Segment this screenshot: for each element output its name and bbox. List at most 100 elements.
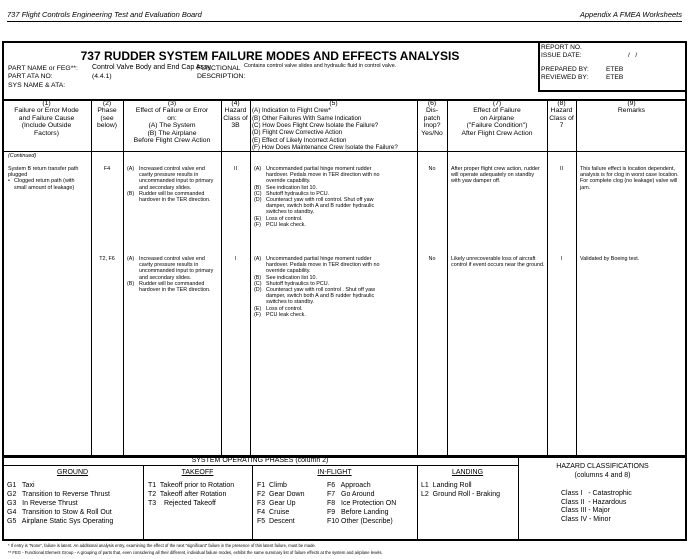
- inflight-list-a: F1 Climb F2 Gear Down F3 Gear Up F4 Cruise F…: [257, 481, 304, 526]
- column-header-line: on Airplane: [479, 114, 514, 122]
- failure-mode-cell: System B return transfer path plugged • Cl…: [8, 166, 88, 191]
- failure-mode: System B return transfer path plugged: [8, 166, 79, 179]
- hazard-class-7: I: [560, 256, 563, 262]
- item-text: Shutoff hydraulics to PCU.: [266, 190, 330, 197]
- column-number: (9): [627, 100, 636, 107]
- dispatch-value: No: [428, 256, 436, 262]
- column-header-line: (D) Flight Crew Corrective Action: [252, 129, 343, 137]
- item-text: Rudder will be commanded hardover in the…: [139, 280, 211, 294]
- phase-item: F8 Ice Protection ON: [327, 500, 397, 507]
- list-item: (B) See indication list 10.: [254, 185, 394, 191]
- list-item: (F) PCU leak check.: [254, 312, 394, 318]
- phases-frame: [2, 456, 687, 541]
- header-row-top: [2, 99, 687, 101]
- phase-item: F2 Gear Down: [257, 491, 305, 498]
- column-divider: [447, 99, 448, 457]
- issue-date-value: / /: [628, 52, 638, 59]
- header-row-bottom: [2, 151, 687, 152]
- list-item: (C) Shutoff hydraulics to PCU.: [254, 191, 394, 197]
- column-header-line: Class of: [223, 114, 248, 122]
- column-number: (8): [557, 100, 566, 107]
- column-header-4: (4) Hazard Class of 3B: [221, 100, 250, 130]
- item-letter: (A): [127, 166, 135, 172]
- column-header-line: Class of: [549, 114, 574, 122]
- report-box-divider: [538, 41, 540, 91]
- takeoff-divider: [143, 465, 144, 541]
- continued-label: (Continued): [8, 153, 37, 159]
- item-text: Counteract yaw with roll control. Shut o…: [266, 197, 375, 216]
- column-header-line: 7: [559, 122, 564, 130]
- item-text: Uncommanded partial hinge moment rudder …: [266, 166, 380, 185]
- phase-item: G4 Transition to Stow & Roll Out: [7, 509, 112, 516]
- report-box-bottom: [538, 90, 687, 92]
- document-header-left: 737 Flight Controls Engineering Test and…: [7, 10, 202, 19]
- item-text: PCU leak check.: [266, 221, 306, 228]
- issue-date-label: ISSUE DATE:: [541, 52, 582, 59]
- report-no-label: REPORT NO.: [541, 44, 582, 51]
- item-text: Loss of control.: [266, 305, 303, 312]
- item-text: Loss of control.: [266, 215, 303, 222]
- item-text: Uncommanded partial hinge moment rudder …: [266, 256, 380, 275]
- column-divider: [417, 99, 418, 457]
- column-header-line: (E) Effect of Likely Incorrect Action: [252, 136, 347, 144]
- column-header-1: (1) Failure or Error Mode and Failure Caus…: [2, 100, 91, 137]
- item-letter: (A): [254, 256, 262, 262]
- effect-of-failure-cell: (A) Increased control valve end cavity pr…: [127, 256, 219, 293]
- failure-cause-item: • Clogged return path (with small amount …: [8, 178, 88, 190]
- list-item: (B) Rudder will be commanded hardover in …: [127, 281, 219, 293]
- list-item: (A) Increased control valve end cavity pr…: [127, 256, 219, 281]
- item-letter: (D): [254, 197, 262, 204]
- column-divider: [547, 99, 548, 457]
- column-header-3: (3) Effect of Failure or Error on: (A) The …: [123, 100, 221, 144]
- column-header-2: (2) Phase (see below): [91, 100, 123, 130]
- item-letter: (C): [254, 280, 262, 287]
- effect-of-failure-cell: (A) Increased control valve end cavity pr…: [127, 166, 219, 203]
- phase-item: G3 In Reverse Thrust: [7, 500, 78, 507]
- item-text: PCU leak check.: [266, 311, 306, 318]
- inflight-list-b: F6 Approach F7 Go Around F8 Ice Protection…: [327, 481, 396, 526]
- column-header-line: After Flight Crew Action: [461, 129, 533, 137]
- item-letter: (C): [254, 190, 262, 197]
- hazard-class-item: Class I - Catastrophic: [561, 490, 632, 497]
- column-header-5: (5) (A) Indication to Flight Crew* (B) Oth…: [250, 100, 417, 151]
- phase-item: F4 Cruise: [257, 509, 290, 516]
- item-letter: (B): [127, 280, 135, 287]
- column-header-line: Phase: [97, 107, 117, 115]
- column-header-line: and Failure Cause: [18, 114, 75, 122]
- column-header-line: Yes/No: [421, 129, 443, 137]
- hazard-class-item: Class II - Hazardous: [561, 498, 627, 506]
- column-header-line: Effect of Failure: [473, 107, 521, 115]
- column-number: (4): [231, 100, 240, 107]
- list-item: (D) Counteract yaw with roll control . Sh…: [254, 287, 394, 306]
- ground-list: G1 Taxi G2 Transition to Reverse Thrust G3…: [7, 481, 113, 526]
- phase-item: G2 Transition to Reverse Thrust: [7, 491, 110, 498]
- form-title: 737 RUDDER SYSTEM FAILURE MODES AND EFFE…: [80, 49, 460, 63]
- column-header-line: ("Failure Condition"): [466, 122, 528, 130]
- list-item: (A) Uncommanded partial hinge moment rudd…: [254, 166, 394, 185]
- hazard-divider: [518, 456, 519, 541]
- list-item: (E) Loss of control.: [254, 306, 394, 312]
- column-header-line: (see: [100, 114, 114, 122]
- hazard-classifications-subtitle: (columns 4 and 8): [574, 472, 631, 479]
- item-text: Increased control valve end cavity press…: [139, 256, 214, 281]
- column-header-line: Factors): [34, 129, 59, 137]
- description-label: DESCRIPTION:: [197, 73, 246, 80]
- column-header-line: Hazard: [224, 107, 247, 115]
- column-header-line: Dis-: [425, 107, 439, 115]
- part-name-value: Control Valve Body and End Cap Assy: [92, 64, 211, 71]
- item-text: Counteract yaw with roll control . Shut …: [266, 287, 375, 306]
- landing-title: LANDING: [451, 469, 484, 476]
- column-number: (6): [427, 100, 437, 107]
- list-item: (B) See indication list 10.: [254, 275, 394, 281]
- column-header-line: (C) How Does Flight Crew Isolate the Fai…: [252, 122, 379, 129]
- list-item: (B) Rudder will be commanded hardover in …: [127, 191, 219, 203]
- header-rule: [7, 21, 682, 22]
- phase-item: F7 Go Around: [327, 491, 375, 498]
- inflight-title: IN-FLIGHT: [317, 469, 352, 476]
- indication-cell: (A) Uncommanded partial hinge moment rudd…: [254, 256, 394, 318]
- takeoff-title: TAKEOFF: [181, 469, 214, 476]
- inflight-divider: [252, 465, 253, 541]
- prepared-by-value: ETEB: [606, 66, 624, 73]
- column-header-line: (A) Indication to Flight Crew*: [252, 107, 331, 115]
- column-header-6: (6) Dis-patch Inop? Yes/No: [417, 100, 447, 137]
